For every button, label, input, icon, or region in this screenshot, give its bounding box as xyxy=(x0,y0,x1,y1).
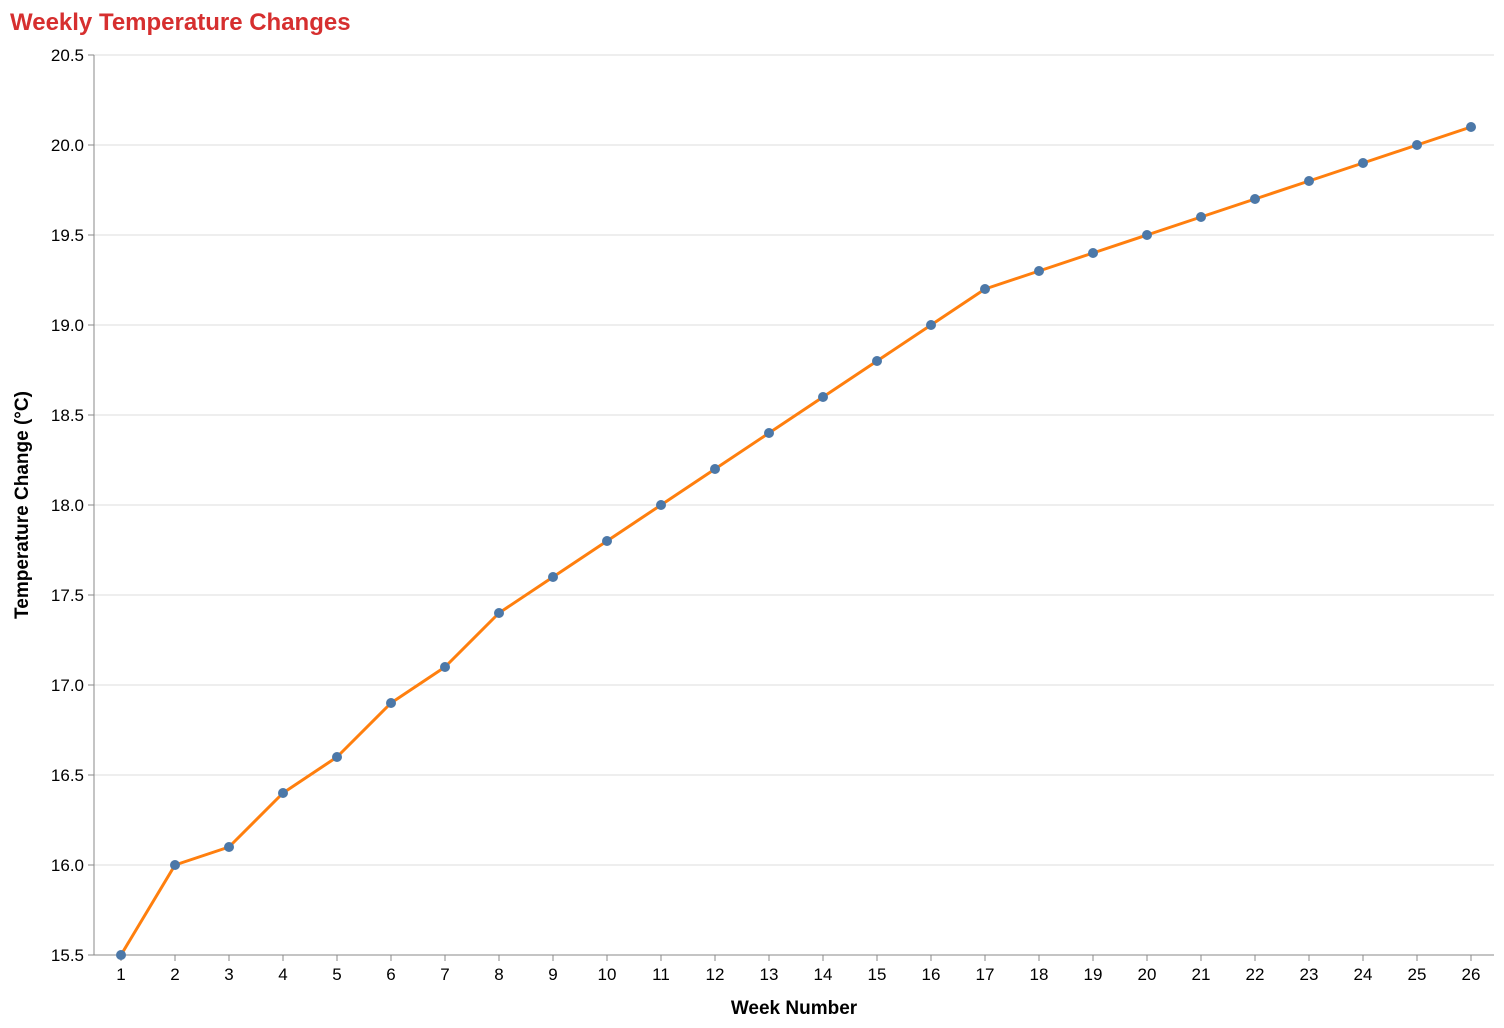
x-tick-label: 26 xyxy=(1462,965,1481,984)
x-tick-label: 25 xyxy=(1408,965,1427,984)
x-tick-label: 9 xyxy=(548,965,557,984)
x-tick-label: 3 xyxy=(224,965,233,984)
x-tick-label: 22 xyxy=(1246,965,1265,984)
y-tick-label: 20.0 xyxy=(51,136,84,155)
data-point xyxy=(440,662,450,672)
data-point xyxy=(1250,194,1260,204)
data-point xyxy=(332,752,342,762)
x-tick-label: 7 xyxy=(440,965,449,984)
y-tick-label: 16.5 xyxy=(51,766,84,785)
x-tick-label: 2 xyxy=(170,965,179,984)
chart-title: Weekly Temperature Changes xyxy=(10,9,351,36)
axes: 15.5 16.0 16.5 17.0 17.5 18.0 18.5 19.0 19.5 20.0… xyxy=(51,46,1494,984)
x-tick-label: 19 xyxy=(1084,965,1103,984)
data-point xyxy=(710,464,720,474)
data-point xyxy=(548,572,558,582)
x-tick-label: 13 xyxy=(760,965,779,984)
y-tick-label: 18.5 xyxy=(51,406,84,425)
data-point xyxy=(872,356,882,366)
x-tick-label: 5 xyxy=(332,965,341,984)
y-axis-title: Temperature Change (°C) xyxy=(12,391,33,619)
data-point xyxy=(926,320,936,330)
data-point xyxy=(602,536,612,546)
data-points xyxy=(116,122,1476,960)
data-point xyxy=(1088,248,1098,258)
x-tick-label: 14 xyxy=(814,965,833,984)
data-point xyxy=(764,428,774,438)
x-tick-label: 4 xyxy=(278,965,287,984)
series-line xyxy=(119,125,1472,956)
y-tick-label: 19.0 xyxy=(51,316,84,335)
data-point xyxy=(386,698,396,708)
y-tick-label: 20.5 xyxy=(51,46,84,65)
x-tick-label: 11 xyxy=(652,965,670,984)
x-tick-label: 17 xyxy=(976,965,995,984)
x-tick-label: 6 xyxy=(386,965,395,984)
data-point xyxy=(1034,266,1044,276)
data-point xyxy=(980,284,990,294)
y-tick-label: 17.0 xyxy=(51,676,84,695)
y-tick-label: 15.5 xyxy=(51,946,84,965)
data-point xyxy=(170,860,180,870)
x-tick-label: 15 xyxy=(868,965,887,984)
data-point xyxy=(116,950,126,960)
data-point xyxy=(1358,158,1368,168)
x-axis-title: Week Number xyxy=(731,998,858,1019)
x-tick-label: 20 xyxy=(1138,965,1157,984)
data-point xyxy=(1304,176,1314,186)
data-point xyxy=(278,788,288,798)
x-tick-label: 24 xyxy=(1354,965,1373,984)
x-tick-label: 8 xyxy=(494,965,503,984)
data-point xyxy=(224,842,234,852)
x-tick-label: 18 xyxy=(1030,965,1049,984)
x-tick-label: 1 xyxy=(116,965,125,984)
data-point xyxy=(818,392,828,402)
x-tick-label: 16 xyxy=(922,965,941,984)
data-point xyxy=(1142,230,1152,240)
x-tick-label: 21 xyxy=(1192,965,1211,984)
y-tick-label: 16.0 xyxy=(51,856,84,875)
x-tick-label: 23 xyxy=(1300,965,1319,984)
data-point xyxy=(1466,122,1476,132)
series-line-layer xyxy=(119,125,1472,956)
data-point xyxy=(1412,140,1422,150)
gridlines xyxy=(94,54,1494,956)
data-point xyxy=(1196,212,1206,222)
y-tick-label: 17.5 xyxy=(51,586,84,605)
data-point xyxy=(656,500,666,510)
data-point xyxy=(494,608,504,618)
y-tick-label: 18.0 xyxy=(51,496,84,515)
x-tick-label: 10 xyxy=(598,965,617,984)
x-tick-label: 12 xyxy=(706,965,725,984)
y-tick-label: 19.5 xyxy=(51,226,84,245)
